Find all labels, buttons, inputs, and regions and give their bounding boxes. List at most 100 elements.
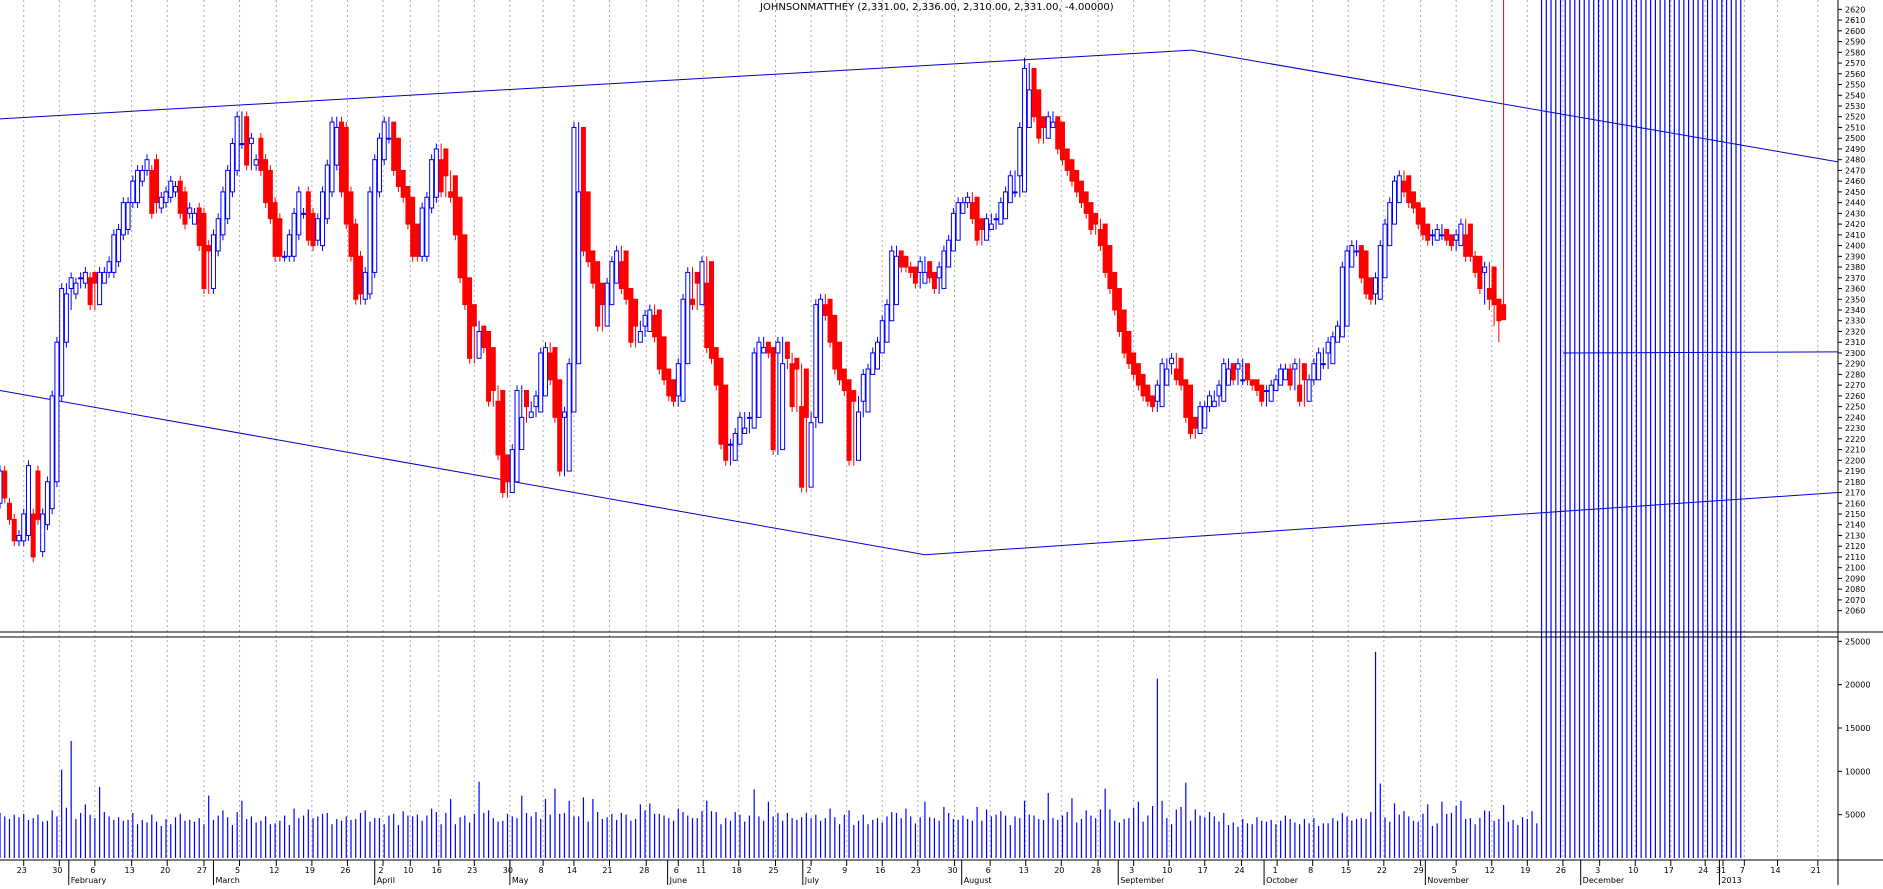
candle-body <box>585 191 591 263</box>
price-tick-label: 2310 <box>1845 338 1865 347</box>
candle-body <box>1169 357 1175 365</box>
day-tick-label: 10 <box>1162 866 1172 875</box>
candle-body <box>1444 228 1450 241</box>
price-tick-label: 2170 <box>1845 489 1865 498</box>
day-tick-label: 28 <box>639 866 649 875</box>
candle-body <box>1121 309 1127 354</box>
price-tick-label: 2360 <box>1845 285 1865 294</box>
day-tick-label: 25 <box>768 866 778 875</box>
date-axis: 23 30 6 13 20 27 5 12 19 26 2 10 16 23 30 8 14 21 28 6 11 18 2… <box>17 860 1821 885</box>
candle-body <box>1012 191 1018 194</box>
candle-body <box>590 250 596 284</box>
candle-body <box>405 186 411 225</box>
candle-body <box>457 196 463 279</box>
price-tick-label: 2470 <box>1845 166 1865 175</box>
candle-body <box>780 363 786 451</box>
candle-body <box>884 304 890 343</box>
candle-body <box>324 164 330 220</box>
candle-body <box>1467 223 1473 257</box>
candle-body <box>794 357 800 370</box>
candle-body <box>320 191 326 247</box>
candle-body <box>1221 363 1227 402</box>
candle-body <box>1501 304 1507 321</box>
candle-body <box>1017 126 1023 177</box>
candle-body <box>1145 384 1151 402</box>
candle-body <box>1154 384 1160 402</box>
day-tick-label: 16 <box>875 866 885 875</box>
candle-body <box>272 202 278 257</box>
candle-body <box>742 427 748 434</box>
candle-body <box>799 406 805 488</box>
candle-body <box>955 202 961 241</box>
day-tick-label: 26 <box>1556 866 1566 875</box>
candle-body <box>500 390 506 494</box>
candle-body <box>690 298 696 306</box>
candle-body <box>898 250 904 268</box>
candle-body <box>808 422 814 488</box>
candle-body <box>1268 384 1274 402</box>
candle-body <box>229 143 235 193</box>
candle-body <box>334 126 340 166</box>
candle-body <box>158 196 164 209</box>
candle-body <box>353 223 359 300</box>
day-tick-label: 13 <box>125 866 135 875</box>
candle-body <box>0 470 3 504</box>
candle-body <box>865 368 871 413</box>
price-tick-label: 2190 <box>1845 467 1865 476</box>
day-tick-label: 19 <box>305 866 315 875</box>
candle-body <box>1420 207 1426 236</box>
candle-body <box>1064 148 1070 171</box>
candle-body <box>595 261 601 327</box>
candle-body <box>1188 384 1194 434</box>
candle-body <box>1059 121 1065 161</box>
candle-body <box>704 282 710 349</box>
candle-body <box>310 212 316 247</box>
candle-body <box>1482 266 1488 273</box>
price-tick-label: 2150 <box>1845 510 1865 519</box>
candle-body <box>144 159 150 171</box>
candle-body <box>974 196 980 241</box>
candle-body <box>1131 352 1137 375</box>
candle-body <box>893 255 899 306</box>
chart-title: JOHNSONMATTHEY (2,331.00, 2,336.00, 2,31… <box>759 2 1114 13</box>
candle-body <box>576 191 582 365</box>
candle-body <box>486 330 492 402</box>
price-tick-label: 2200 <box>1845 456 1865 465</box>
price-tick-label: 2440 <box>1845 199 1865 208</box>
candle-body <box>746 416 752 419</box>
price-tick-label: 2280 <box>1845 370 1865 379</box>
price-tick-label: 2390 <box>1845 252 1865 261</box>
candle-body <box>789 363 795 408</box>
candle-body <box>125 202 131 230</box>
candle-body <box>196 207 202 247</box>
day-tick-label: 24 <box>1698 866 1708 875</box>
day-tick-label: 30 <box>503 866 513 875</box>
candle-body <box>931 271 937 290</box>
candle-body <box>267 169 273 220</box>
candle-body <box>628 288 634 343</box>
day-tick-label: 23 <box>17 866 27 875</box>
price-tick-label: 2420 <box>1845 220 1865 229</box>
day-tick-label: 18 <box>732 866 742 875</box>
candle-body <box>239 143 245 146</box>
candle-body <box>78 277 84 280</box>
price-tick-label: 2460 <box>1845 177 1865 186</box>
candle-body <box>1306 379 1312 402</box>
candle-body <box>1126 330 1132 365</box>
candle-body <box>580 126 586 252</box>
candle-body <box>210 234 216 290</box>
day-tick-label: 29 <box>1414 866 1424 875</box>
candle-body <box>1458 223 1464 247</box>
month-label: March <box>215 876 239 885</box>
candle-body <box>756 341 762 418</box>
candle-body <box>713 347 719 386</box>
candle-body <box>936 266 942 279</box>
candle-body <box>386 137 392 140</box>
day-tick-label: 14 <box>567 866 577 875</box>
candle-body <box>604 282 610 327</box>
day-tick-label: 20 <box>1054 866 1064 875</box>
candle-body <box>946 239 952 268</box>
candle-body <box>391 121 397 171</box>
